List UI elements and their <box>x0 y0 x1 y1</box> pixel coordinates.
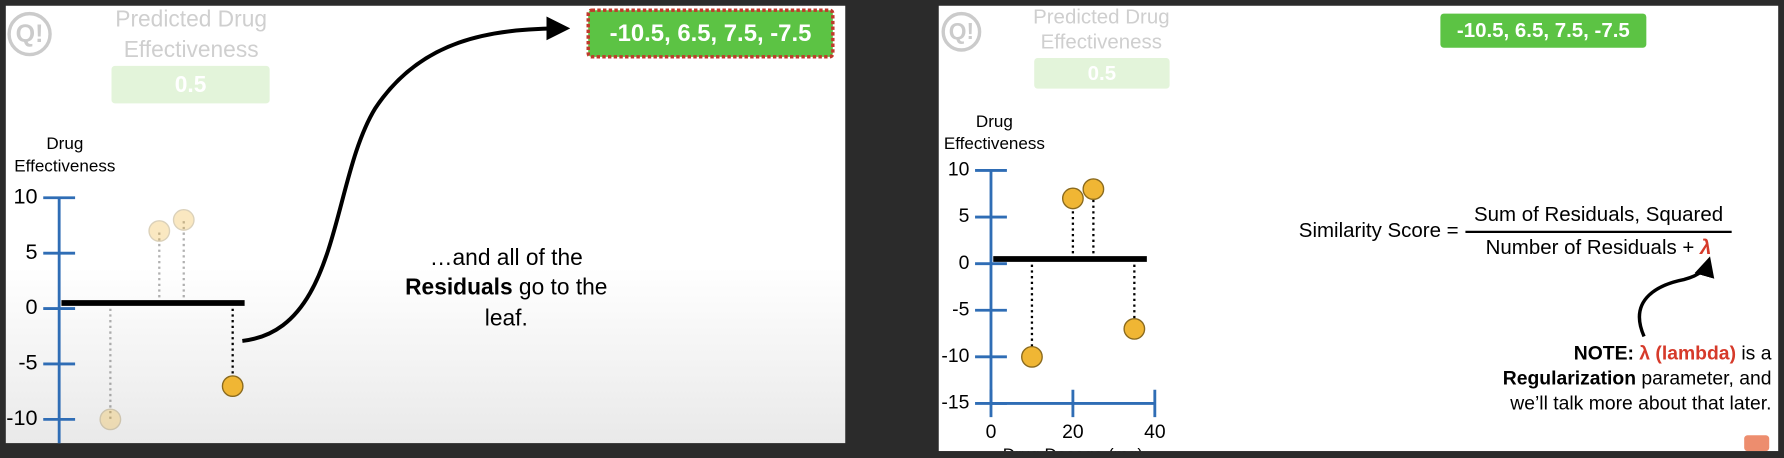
y-tick-label: 0 <box>959 253 970 274</box>
data-point <box>148 220 171 242</box>
header-title: Effectiveness <box>1041 31 1162 54</box>
y-tick-label: 10 <box>948 160 970 181</box>
text-span: Regularization <box>1503 369 1636 390</box>
leaf-residuals: -10.5, 6.5, 7.5, -7.5 <box>610 20 812 47</box>
text-span: λ (lambda) <box>1634 344 1736 365</box>
text: …and all of the <box>430 244 583 270</box>
y-tick-label: 5 <box>26 239 38 264</box>
y-tick-label: -5 <box>18 350 37 375</box>
text: Similarity Score = <box>1299 219 1459 242</box>
text-span: Sum of Residuals, Squared <box>1474 203 1723 226</box>
header-title: Predicted Drug <box>1033 6 1169 29</box>
text: Residuals go to the <box>405 274 607 300</box>
left-panel: Q! Predicted Drug Effectiveness 0.5 -10.5, … <box>5 5 846 444</box>
y-tick-label: 0 <box>26 294 38 319</box>
text-span: we’ll talk more about that later. <box>1509 394 1771 415</box>
header-title: Effectiveness <box>124 36 259 62</box>
text-span: NOTE: <box>1574 344 1634 365</box>
text-span: λ <box>1699 236 1711 259</box>
data-point <box>221 375 244 398</box>
text-span: Residuals <box>405 274 512 300</box>
y-axis-label: Drug <box>46 134 83 153</box>
logo: Q! <box>7 11 52 57</box>
leaf-box <box>586 8 835 59</box>
logo: Q! <box>941 11 982 52</box>
data-point <box>1123 317 1146 340</box>
data-point <box>99 408 122 431</box>
x-tick-label: 20 <box>1062 422 1084 443</box>
x-tick-label: 0 <box>986 422 997 443</box>
text-span: Number of Residuals + <box>1486 236 1700 259</box>
text-span: Similarity Score = <box>1299 219 1459 242</box>
y-axis-label: Effectiveness <box>14 157 115 176</box>
text-span: leaf. <box>485 304 528 330</box>
text: NOTE: λ (lambda) is a <box>1574 344 1772 365</box>
text: leaf. <box>485 304 528 330</box>
data-point <box>1061 187 1084 210</box>
prediction-value: 0.5 <box>175 71 207 97</box>
y-tick-label: -5 <box>952 299 969 320</box>
right-panel: Q! Predicted DrugEffectiveness0.5-10.5, … <box>938 5 1779 458</box>
text-span: …and all of the <box>430 244 583 270</box>
text: Sum of Residuals, Squared <box>1474 203 1723 226</box>
data-point <box>172 208 195 231</box>
header-title: Predicted Drug <box>115 5 267 31</box>
arrow <box>242 16 571 343</box>
prediction-box <box>1034 57 1170 89</box>
text-span: is a <box>1736 344 1772 365</box>
text-span: parameter, and <box>1636 369 1771 390</box>
svg-text:Q!: Q! <box>949 18 974 44</box>
y-tick-label: -10 <box>941 346 969 367</box>
data-point <box>1082 178 1105 201</box>
y-tick-label: 10 <box>14 183 38 208</box>
y-tick-label: 5 <box>959 206 970 227</box>
x-axis-label: Drug Dosage (mg) <box>1003 445 1143 458</box>
svg-text:Q!: Q! <box>16 20 44 48</box>
text: we’ll talk more about that later. <box>1509 394 1771 415</box>
text-span: go to the <box>513 274 608 300</box>
leaf-box <box>1440 13 1647 48</box>
y-tick-label: -10 <box>6 405 37 430</box>
text: Number of Residuals + λ <box>1486 236 1712 259</box>
arrow <box>1637 256 1715 338</box>
prediction-value: 0.5 <box>1088 62 1116 85</box>
y-axis-label: Drug <box>976 112 1013 131</box>
y-axis-label: Effectiveness <box>944 134 1045 153</box>
data-point <box>1021 345 1043 368</box>
text: Regularization parameter, and <box>1503 369 1772 390</box>
y-tick-label: -15 <box>941 393 969 414</box>
x-tick-label: 40 <box>1144 422 1166 443</box>
corner-icon <box>1744 435 1770 452</box>
prediction-box <box>111 65 270 104</box>
leaf-residuals: -10.5, 6.5, 7.5, -7.5 <box>1457 19 1630 42</box>
